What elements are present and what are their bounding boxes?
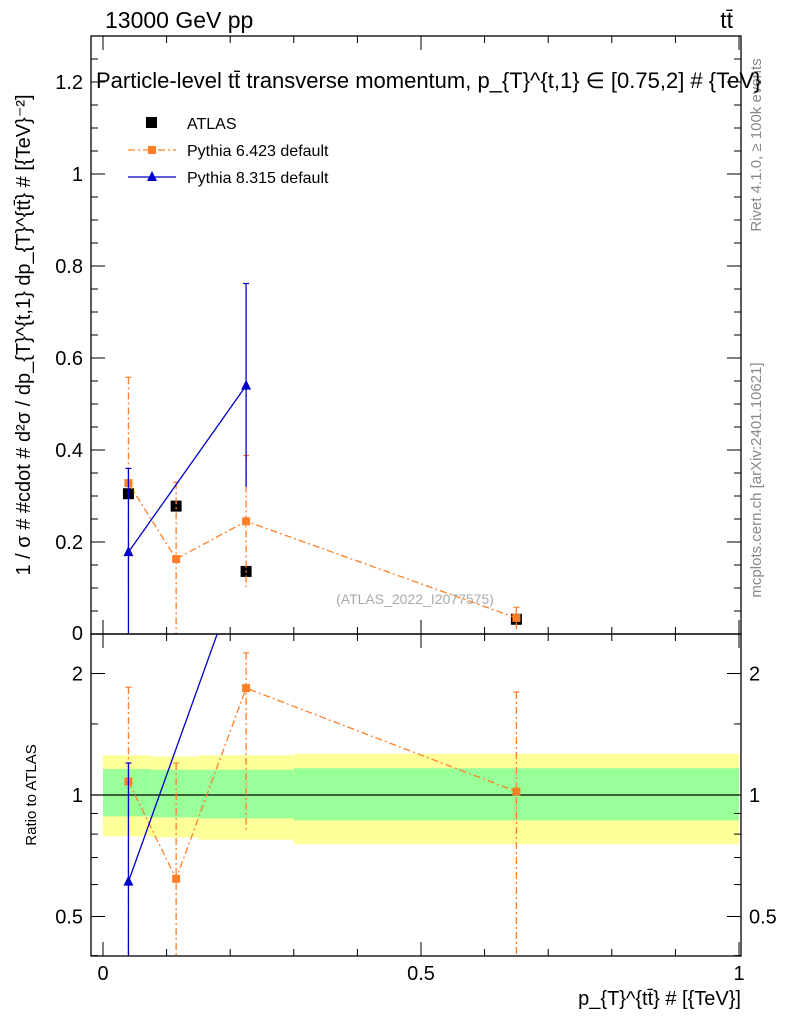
ratio-ytick-label: 1	[72, 785, 83, 807]
main-title: Particle-level tt̄ transverse momentum, …	[96, 68, 761, 93]
pythia-6-423-default-ratio-point	[242, 684, 251, 693]
ratio-ylabel: Ratio to ATLAS	[23, 744, 40, 845]
legend-pythia6-label: Pythia 6.423 default	[187, 143, 329, 160]
ratio-xtick-label: 1	[733, 963, 744, 985]
main-ytick-label: 0.6	[55, 348, 83, 370]
main-ytick-label: 1	[72, 164, 83, 186]
ratio-stat-uncertainty-band	[150, 769, 199, 818]
ratio-ytick-label: 2	[72, 664, 83, 686]
ratio-stat-uncertainty-band	[103, 768, 151, 817]
process-label: tt̄	[720, 7, 733, 33]
ratio-xtick-label: 0	[97, 963, 108, 985]
main-ytick-label: 1.2	[55, 72, 83, 94]
ratio-ytick-label-right: 1	[749, 785, 760, 807]
main-ytick-label: 0.2	[55, 532, 83, 554]
legend-atlas-marker	[146, 117, 157, 128]
legend-pythia8-marker	[147, 171, 157, 181]
ratio-ytick-label-right: 0.5	[749, 907, 777, 929]
rivet-label: Rivet 4.1.0, ≥ 100k events	[748, 58, 765, 231]
pythia-8-315-default-ratio-point	[123, 875, 134, 886]
pythia-6-423-default-main-point	[512, 613, 521, 622]
main-ylabel: 1 / σ # #cdot # d²σ / dp_{T}^{t,1} dp_{T…	[13, 94, 35, 575]
pythia-6-423-default-main-point	[242, 517, 251, 526]
legend-pythia8-label: Pythia 8.315 default	[187, 170, 329, 187]
ratio-ytick-label-right: 2	[749, 664, 760, 686]
main-ytick-label: 0.8	[55, 256, 83, 278]
ratio-xlabel: p_{T}^{tt̄} # [{TeV}]	[578, 988, 741, 1010]
main-ytick-label: 0.4	[55, 440, 83, 462]
pythia-6-423-default-ratio-point	[512, 787, 521, 796]
pythia-6-423-default-ratio-line	[127, 687, 517, 881]
analysis-annotation: (ATLAS_2022_I2077575)	[336, 591, 494, 607]
legend-pythia6-marker	[148, 146, 156, 154]
source-label: mcplots.cern.ch [arXiv:2401.10621]	[748, 362, 765, 597]
pythia-8-315-default-main-point	[241, 379, 252, 390]
pythia-8-315-default-ratio-line	[127, 634, 218, 882]
legend-atlas-label: ATLAS	[187, 116, 237, 133]
ratio-ytick-label: 0.5	[55, 907, 83, 929]
main-ytick-zero-label: 0	[72, 623, 83, 645]
pythia-6-423-default-main-point	[172, 555, 181, 564]
energy-label: 13000 GeV pp	[105, 7, 253, 33]
atlas-main-point	[170, 500, 182, 512]
ratio-xtick-label: 0.5	[407, 963, 435, 985]
pythia-6-423-default-ratio-point	[172, 874, 181, 883]
legend: ATLAS Pythia 6.423 default Pythia 8.315 …	[128, 116, 329, 187]
pythia-8-315-default-main-point	[123, 546, 134, 557]
pythia-8-315-default-main-line	[127, 385, 247, 553]
